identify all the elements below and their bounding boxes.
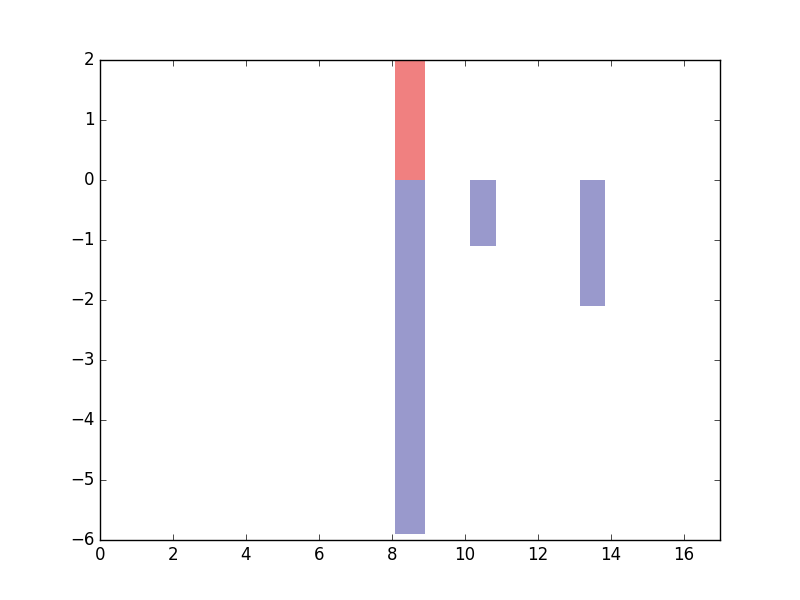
Bar [579,180,605,306]
Bar [470,180,496,246]
Bar [395,60,425,180]
Bar [395,180,425,534]
